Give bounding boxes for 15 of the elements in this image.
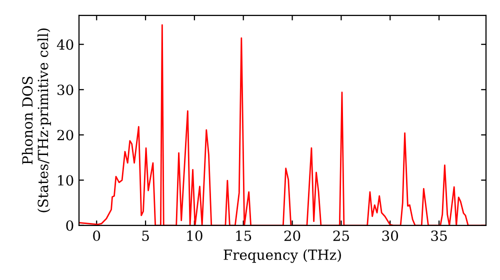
x-tick-label: 5: [142, 230, 149, 242]
x-axis-title: Frequency (THz): [224, 249, 341, 263]
x-tick-label: 0: [93, 230, 100, 242]
y-tick-label: 10: [58, 175, 74, 186]
x-tick-label: 15: [236, 230, 252, 242]
y-tick-label: 40: [56, 39, 74, 50]
x-tick-label: 10: [187, 230, 202, 242]
x-tick-label: 30: [382, 230, 398, 242]
y-tick-label: 30: [58, 84, 74, 96]
x-tick-label: 35: [431, 230, 447, 242]
y-axis-title: Phonon DOS (States/THz·primitive cell): [22, 28, 51, 212]
x-tick-label: 25: [333, 230, 349, 242]
y-tick-label: 20: [57, 130, 74, 140]
x-tick-label: 20: [284, 230, 300, 242]
y-tick-label: 0: [66, 220, 74, 231]
